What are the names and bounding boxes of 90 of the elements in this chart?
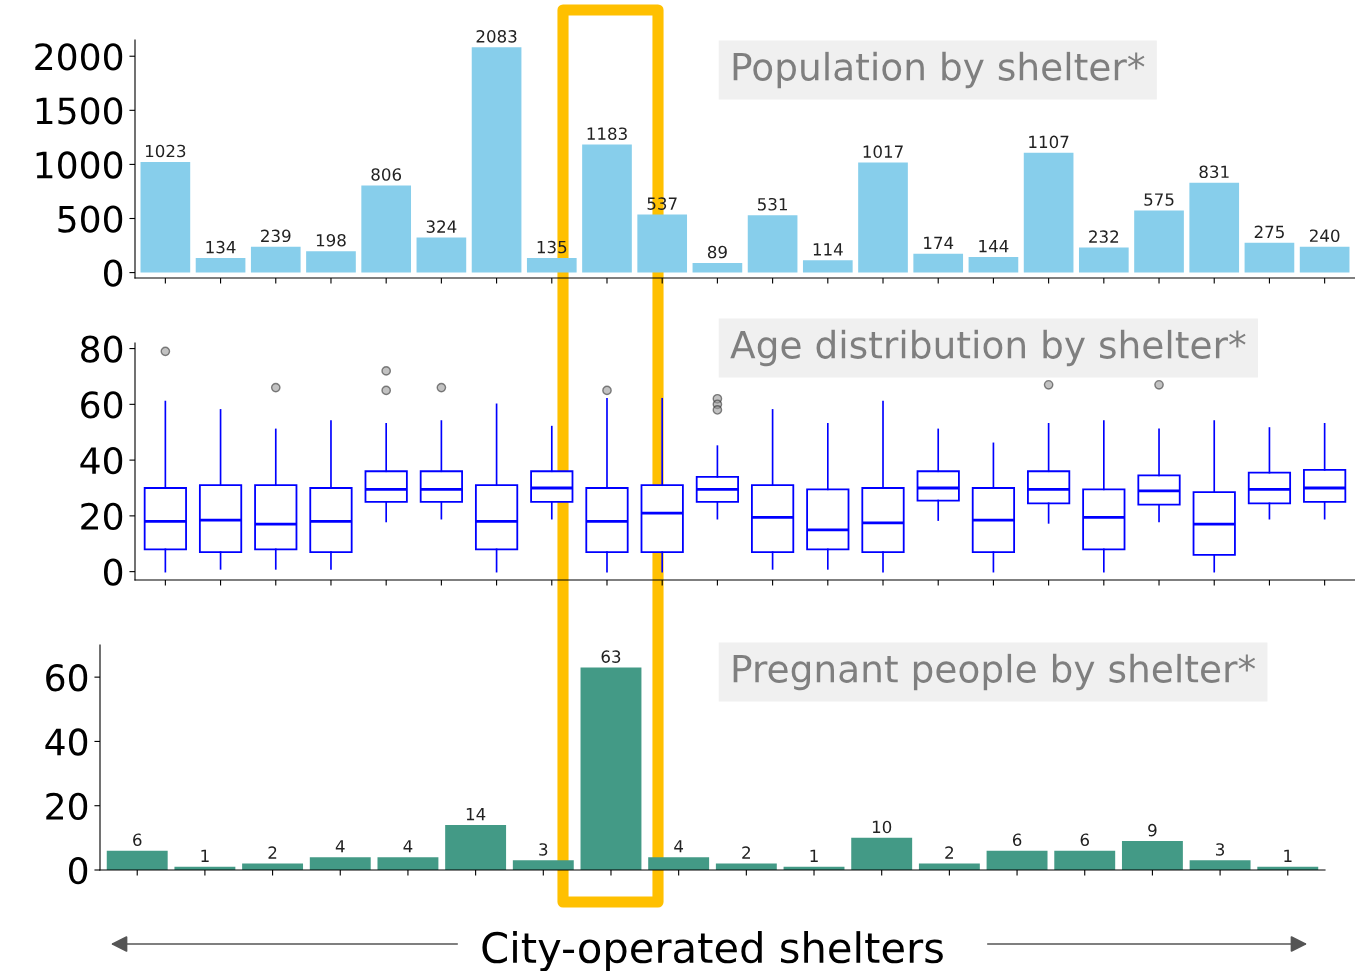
chart-title: Age distribution by shelter* (730, 329, 1246, 367)
chart-title: Population by shelter* (733, 51, 1145, 89)
data-label: 3 (539, 843, 548, 856)
data-label: 240 (1309, 229, 1340, 243)
data-label: 89 (707, 245, 727, 259)
data-label: 239 (261, 229, 291, 243)
data-label: 2 (742, 846, 750, 859)
data-label: 144 (979, 240, 1009, 253)
data-label: 1 (201, 849, 209, 862)
bar (648, 857, 710, 870)
bar (1054, 850, 1116, 870)
bar (1299, 246, 1350, 273)
bar (802, 260, 853, 273)
data-label: 9 (1148, 823, 1157, 837)
bar (250, 246, 301, 273)
data-label: 275 (1254, 225, 1284, 239)
data-label: 4 (335, 840, 345, 853)
bar (106, 850, 168, 870)
bar (377, 857, 439, 870)
data-label: 575 (1144, 193, 1174, 206)
bar (306, 251, 356, 273)
bar (637, 214, 688, 273)
y-tick-label: 40 (45, 728, 88, 756)
y-tick-label: 0 (68, 856, 88, 885)
bar (913, 253, 964, 273)
bar (526, 257, 577, 273)
y-tick-label: 2000 (35, 43, 123, 71)
data-label: 232 (1089, 230, 1119, 243)
data-label: 1 (810, 849, 818, 862)
bar (851, 837, 913, 870)
y-tick-label: 80 (81, 335, 123, 363)
bar (968, 257, 1019, 273)
data-label: 1017 (863, 145, 903, 158)
data-label: 6 (1012, 833, 1022, 847)
bar (140, 161, 191, 273)
bar (692, 262, 743, 273)
bar (747, 215, 798, 273)
bar (986, 850, 1048, 870)
bar (309, 857, 371, 870)
y-tick-label: 0 (103, 558, 123, 586)
y-tick-label: 20 (46, 792, 88, 820)
data-label: 1023 (145, 144, 186, 158)
data-label: 1107 (1029, 135, 1069, 149)
data-label: 198 (316, 233, 346, 247)
data-label: 831 (1199, 165, 1229, 179)
x-axis-title: City-operated shelters (482, 931, 943, 971)
y-tick-label: 1500 (36, 97, 123, 125)
data-label: 1 (1284, 849, 1292, 862)
data-label: 324 (426, 220, 457, 233)
bar (1023, 152, 1074, 273)
bar (1078, 247, 1129, 273)
data-label: 14 (466, 807, 486, 821)
data-label: 114 (813, 243, 843, 256)
bar (195, 258, 246, 273)
y-tick-label: 0 (103, 259, 123, 287)
bar (1121, 841, 1183, 870)
data-label: 2083 (476, 30, 517, 43)
y-tick-label: 40 (80, 447, 123, 475)
data-label: 2 (945, 846, 954, 859)
data-label: 63 (601, 650, 621, 663)
data-label: 134 (206, 240, 236, 254)
bar (471, 47, 522, 273)
y-tick-label: 60 (81, 391, 123, 419)
data-label: 6 (1080, 833, 1089, 847)
bar (580, 667, 642, 870)
y-tick-label: 1000 (36, 151, 123, 179)
data-label: 531 (757, 197, 787, 211)
bar (445, 825, 507, 870)
y-tick-label: 500 (58, 205, 123, 233)
chart-title: Pregnant people by shelter* (733, 653, 1256, 691)
data-label: 2 (268, 846, 277, 859)
data-label: 806 (371, 168, 402, 181)
data-label: 1183 (587, 127, 627, 140)
bar (858, 162, 908, 273)
data-label: 3 (1216, 843, 1225, 856)
bar (416, 237, 467, 273)
data-label: 4 (403, 840, 413, 853)
y-tick-label: 60 (46, 664, 88, 692)
y-tick-label: 20 (81, 502, 123, 531)
data-label: 10 (872, 820, 892, 834)
bar (1134, 210, 1184, 273)
data-label: 174 (924, 236, 954, 249)
data-label: 6 (133, 833, 142, 847)
bar (1189, 860, 1251, 870)
data-label: 4 (674, 840, 684, 853)
bar (1244, 242, 1295, 273)
bar (582, 144, 632, 273)
bar (512, 860, 574, 870)
bar (361, 185, 412, 273)
bar (1189, 182, 1240, 273)
